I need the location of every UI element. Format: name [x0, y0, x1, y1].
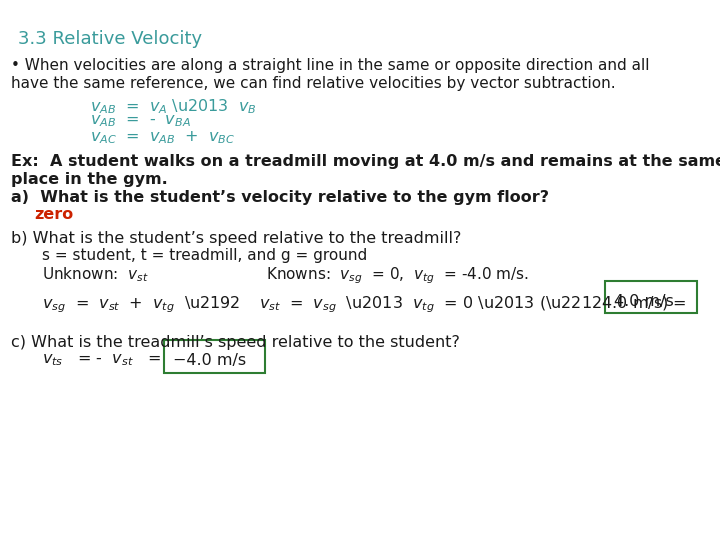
Text: a)  What is the student’s velocity relative to the gym floor?: a) What is the student’s velocity relati… [11, 190, 549, 205]
Text: zero: zero [35, 207, 74, 222]
Text: $v_{AC}$  =  $v_{AB}$  +  $v_{BC}$: $v_{AC}$ = $v_{AB}$ + $v_{BC}$ [90, 130, 235, 146]
Text: Unknown:  $v_{st}$: Unknown: $v_{st}$ [42, 266, 148, 285]
FancyBboxPatch shape [605, 281, 697, 313]
Text: −4.0 m/s: −4.0 m/s [173, 353, 246, 368]
Text: $v_{AB}$  =  $v_A$ \u2013  $v_B$: $v_{AB}$ = $v_A$ \u2013 $v_B$ [90, 97, 256, 116]
Text: have the same reference, we can find relative velocities by vector subtraction.: have the same reference, we can find rel… [11, 76, 616, 91]
Text: Knowns:  $v_{sg}$  = 0,  $v_{tg}$  = -4.0 m/s.: Knowns: $v_{sg}$ = 0, $v_{tg}$ = -4.0 m/… [266, 266, 529, 286]
Text: s = student, t = treadmill, and g = ground: s = student, t = treadmill, and g = grou… [42, 248, 367, 264]
Text: place in the gym.: place in the gym. [11, 172, 168, 187]
FancyBboxPatch shape [164, 340, 265, 373]
Text: • When velocities are along a straight line in the same or opposite direction an: • When velocities are along a straight l… [11, 58, 649, 73]
Text: $v_{AB}$  =  -  $v_{BA}$: $v_{AB}$ = - $v_{BA}$ [90, 113, 191, 129]
Text: $v_{ts}$   = -  $v_{st}$   =: $v_{ts}$ = - $v_{st}$ = [42, 353, 163, 368]
Text: c) What is the treadmill’s speed relative to the student?: c) What is the treadmill’s speed relativ… [11, 335, 459, 350]
Text: b) What is the student’s speed relative to the treadmill?: b) What is the student’s speed relative … [11, 231, 462, 246]
Text: $v_{st}$  =  $v_{sg}$  \u2013  $v_{tg}$  = 0 \u2013 (\u22124.0 m/s) =: $v_{st}$ = $v_{sg}$ \u2013 $v_{tg}$ = 0 … [259, 294, 688, 315]
Text: Ex:  A student walks on a treadmill moving at 4.0 m/s and remains at the same: Ex: A student walks on a treadmill movin… [11, 154, 720, 169]
Text: $v_{sg}$  =  $v_{st}$  +  $v_{tg}$  \u2192: $v_{sg}$ = $v_{st}$ + $v_{tg}$ \u2192 [42, 294, 240, 315]
Text: 4.0 m/s: 4.0 m/s [614, 294, 674, 309]
Text: 3.3 Relative Velocity: 3.3 Relative Velocity [18, 30, 202, 48]
